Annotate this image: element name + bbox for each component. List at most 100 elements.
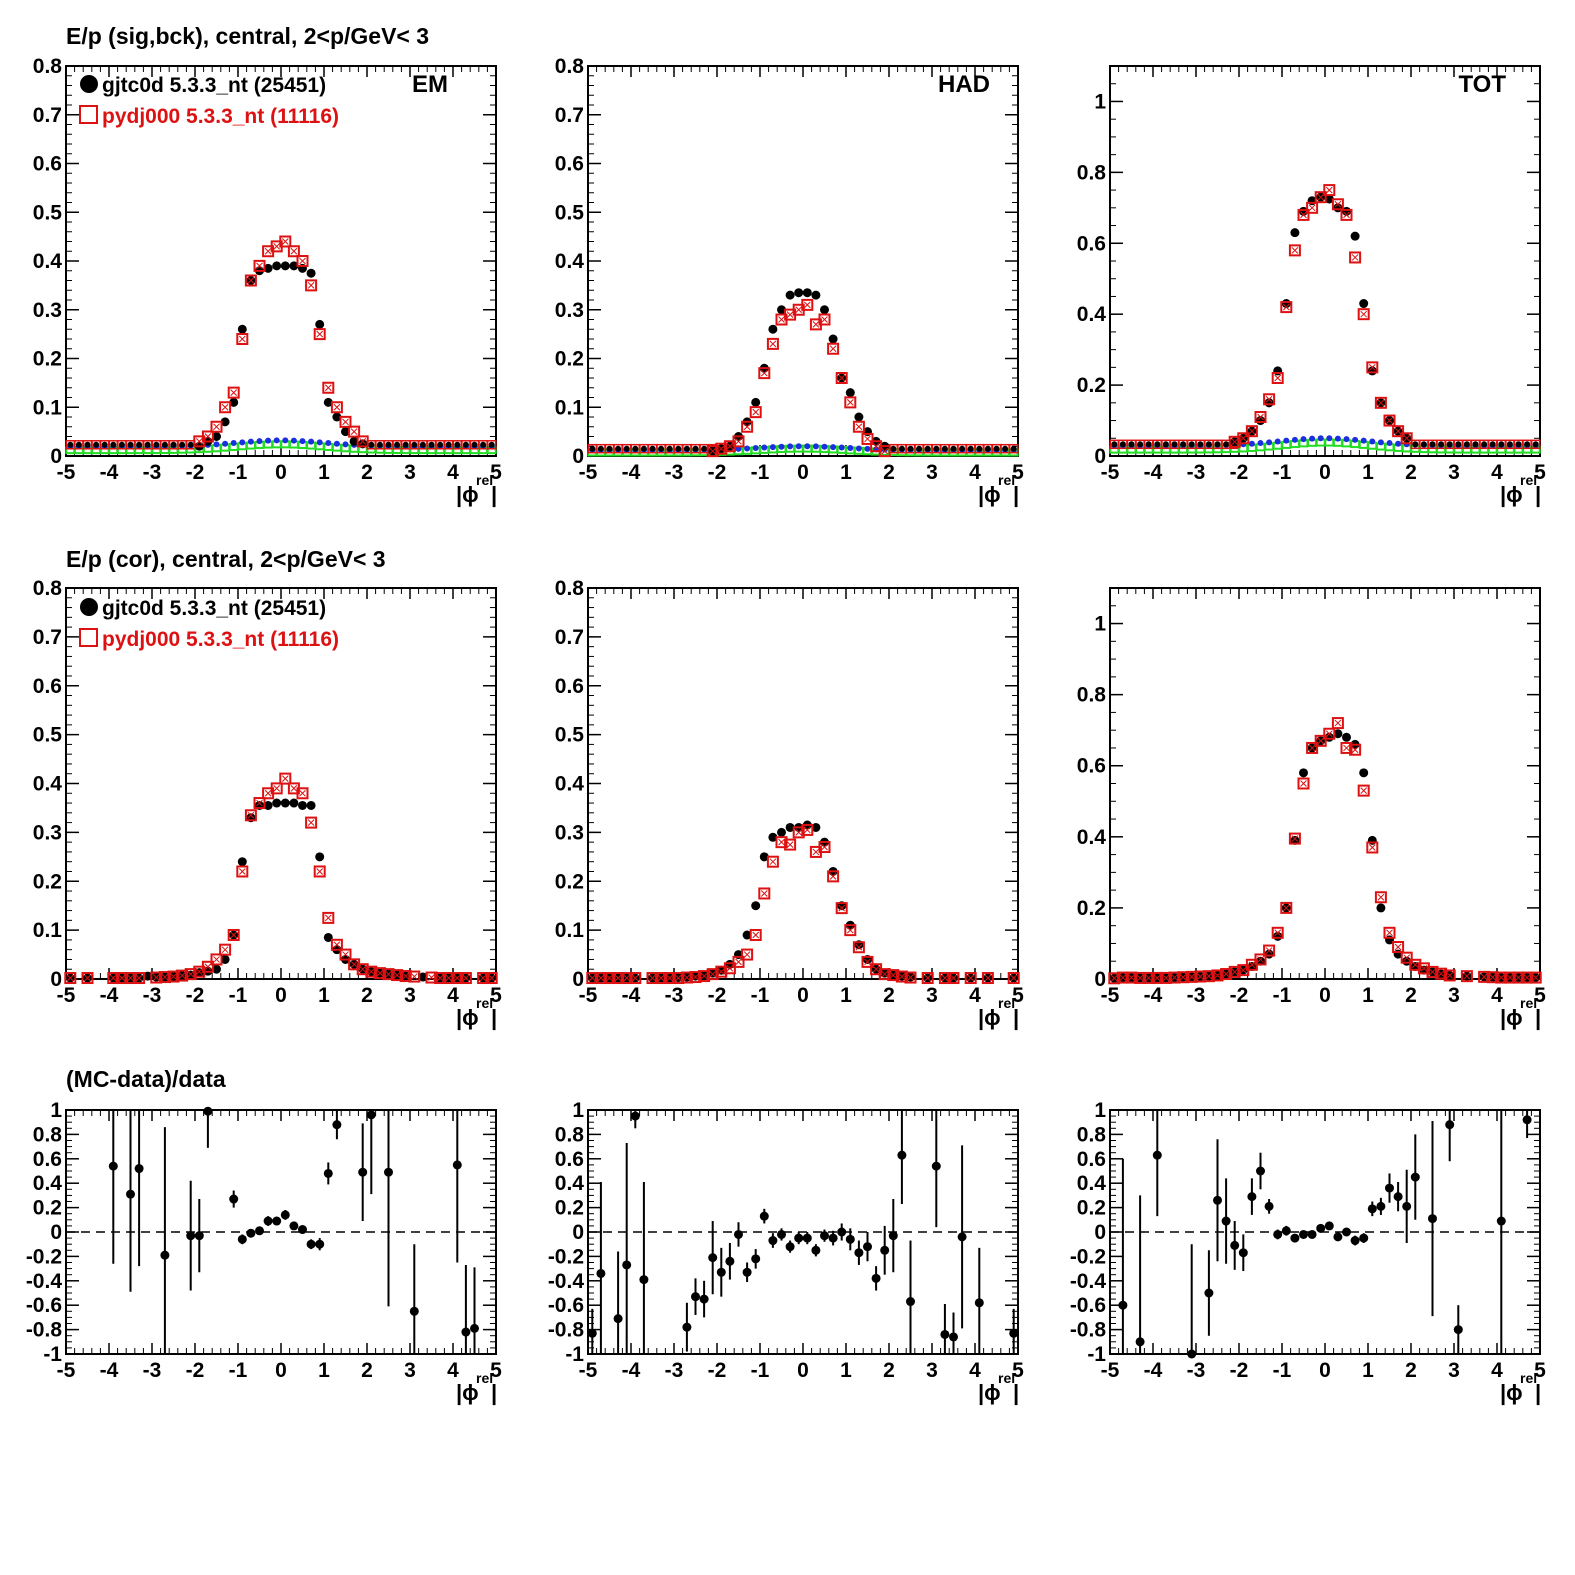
ratio-point (134, 1164, 144, 1174)
x-tick-label: 4 (1491, 461, 1503, 484)
mc-point (305, 816, 318, 829)
x-axis-label-sup: rel (476, 1370, 493, 1386)
mc-point-cross (333, 403, 341, 411)
mc-point (758, 887, 771, 900)
mc-point (227, 386, 240, 399)
x-tick-label: 5 (490, 461, 502, 484)
mc-point (330, 401, 343, 414)
ratio-point (315, 1239, 325, 1249)
ratio-point (409, 1306, 419, 1316)
mc-point (348, 425, 361, 438)
mc-point (1254, 411, 1267, 423)
data-point (716, 965, 726, 975)
x-tick-label: -5 (1101, 984, 1120, 1007)
mc-point (706, 968, 719, 981)
ratio-point (1238, 1248, 1248, 1258)
mc-point (425, 971, 438, 984)
mc-point (210, 420, 223, 433)
ratio-point (1221, 1216, 1231, 1226)
y-tick-label: 0.5 (555, 724, 585, 747)
bck-blue-point (299, 438, 306, 445)
bck-blue-point (213, 441, 220, 448)
mc-point-cross (290, 247, 298, 255)
data-point (1472, 441, 1479, 448)
mc-point-cross (1300, 780, 1307, 787)
ratio-point (949, 1332, 958, 1342)
mc-point-cross (1360, 310, 1368, 318)
mc-point-cross (1171, 974, 1178, 981)
mc-point (1383, 414, 1396, 427)
y-tick-label: 0.6 (555, 153, 584, 176)
mc-point (236, 333, 249, 345)
mc-point-cross (1222, 970, 1230, 978)
mc-point-cross (428, 974, 435, 981)
bck-blue-point (282, 437, 289, 444)
mc-point (1486, 971, 1499, 984)
mc-point-cross (1437, 970, 1445, 978)
x-tick-label: -3 (665, 1359, 684, 1382)
data-point (298, 800, 307, 810)
mc-point-cross (1343, 744, 1350, 752)
x-tick-label: -4 (622, 984, 641, 1007)
y-tick-label: 1 (50, 1099, 62, 1122)
data-point (306, 268, 316, 278)
data-point (811, 290, 821, 300)
mc-point (594, 972, 607, 985)
mc-point-cross (1334, 200, 1342, 208)
x-tick-label: -5 (1101, 461, 1120, 484)
x-tick-label: 1 (318, 461, 330, 484)
data-point (315, 852, 325, 862)
data-point (1376, 903, 1386, 913)
data-point (462, 441, 469, 448)
bck-blue-point (1248, 440, 1255, 447)
bck-blue-point (239, 439, 246, 446)
mc-point-cross (683, 974, 691, 981)
mc-point-cross (1386, 417, 1393, 424)
ratio-point (820, 1231, 829, 1241)
x-tick-label: -3 (1187, 1359, 1206, 1382)
ratio-point (1376, 1201, 1386, 1211)
mc-point-cross (1257, 413, 1264, 421)
mc-point (938, 972, 951, 985)
x-tick-label: -4 (622, 1359, 641, 1382)
ratio-point (452, 1160, 462, 1170)
data-point (1324, 194, 1334, 204)
mc-point-cross (230, 389, 238, 396)
x-axis-label-end: | (491, 1380, 497, 1405)
y-tick-label: 0.1 (33, 396, 63, 419)
data-point (1463, 441, 1470, 448)
data-point (785, 290, 795, 300)
mc-point (1530, 439, 1541, 450)
mc-point-cross (1377, 893, 1385, 901)
ratio-point (358, 1167, 368, 1177)
bck-blue-point (1257, 440, 1264, 447)
ratio-point (854, 1248, 864, 1258)
x-axis-label-end: | (1013, 482, 1019, 507)
mc-point (732, 955, 745, 968)
mc-point (1134, 971, 1147, 984)
legend-mc-label: pydj000 5.3.3_nt (11116) (102, 628, 339, 651)
mc-point-cross (881, 447, 889, 455)
mc-point (1409, 958, 1422, 971)
bck-blue-point (1266, 439, 1273, 446)
y-tick-label: 0 (1094, 1221, 1106, 1244)
mc-point (115, 972, 128, 985)
mc-point (244, 274, 257, 287)
mc-point (1503, 971, 1516, 984)
mc-point (766, 855, 779, 868)
panel-tag-tot: TOT (1458, 71, 1506, 98)
mc-point-cross (1334, 719, 1342, 727)
bck-blue-point (1352, 436, 1359, 443)
mc-point-cross (1010, 974, 1018, 982)
mc-point-cross (1497, 974, 1505, 981)
ratio-point (1333, 1232, 1343, 1242)
mc-point-cross (1403, 954, 1411, 962)
data-point (632, 445, 639, 452)
data-point (916, 445, 923, 452)
x-tick-label: 3 (1448, 1359, 1460, 1382)
y-tick-label: 0.5 (33, 724, 63, 747)
ratio-point (1009, 1328, 1019, 1338)
mc-point (1400, 432, 1413, 445)
ratio-point (811, 1245, 821, 1255)
mc-point-cross (307, 819, 315, 826)
